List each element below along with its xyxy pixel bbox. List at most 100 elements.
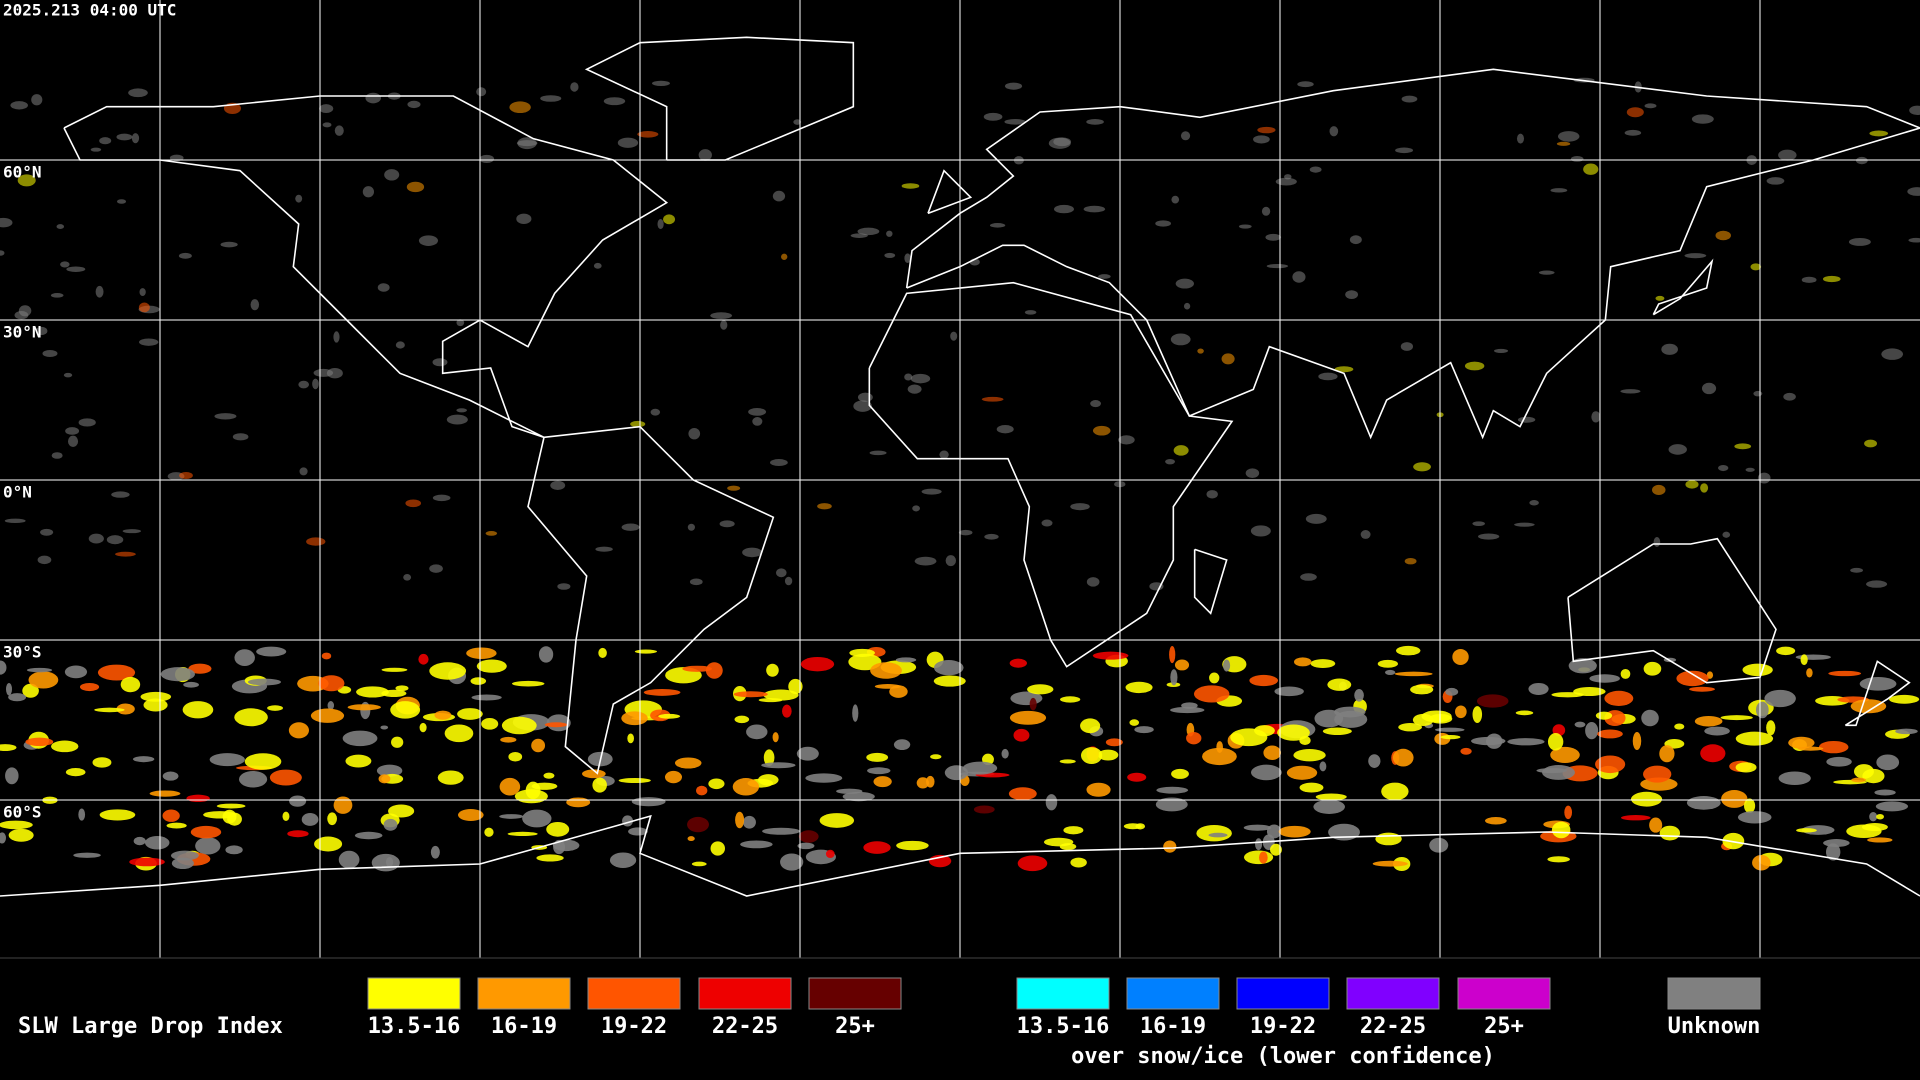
cloud-patch — [1788, 736, 1815, 749]
cloud-patch — [904, 253, 911, 264]
cloud-patch — [432, 494, 451, 502]
legend-label: Unknown — [1668, 1014, 1761, 1039]
cloud-patch — [1401, 95, 1418, 103]
cloud-patch — [115, 551, 136, 557]
cloud-patch — [593, 262, 602, 269]
cloud-patch — [1715, 230, 1731, 241]
legend-label: 22-25 — [1360, 1014, 1426, 1039]
legend-swatch — [1457, 977, 1551, 1010]
cloud-patch — [429, 564, 443, 573]
cloud-patch — [1253, 135, 1270, 144]
cloud-patch — [1753, 390, 1763, 397]
cloud-patch — [178, 252, 192, 259]
cloud-patch — [1869, 130, 1889, 137]
cloud-patch — [1620, 668, 1631, 679]
cloud-patch — [385, 856, 394, 868]
cloud-patch — [295, 194, 303, 203]
cloud-patch — [1853, 764, 1874, 779]
legend-label: 13.5-16 — [368, 1014, 461, 1039]
cloud-patch — [595, 546, 613, 552]
cloud-patch — [863, 841, 891, 854]
cloud-patch — [1171, 195, 1180, 204]
cloud-patch — [1876, 754, 1900, 771]
cloud-patch — [1170, 333, 1191, 346]
cloud-patch — [1008, 787, 1037, 801]
cloud-patch — [1570, 156, 1584, 162]
cloud-patch — [470, 677, 487, 685]
cloud-patch — [1626, 107, 1644, 118]
cloud-patch — [857, 392, 873, 402]
cloud-patch — [94, 707, 125, 713]
cloud-patch — [14, 310, 29, 320]
cloud-patch — [842, 791, 875, 802]
cloud-patch — [1297, 81, 1314, 88]
cloud-patch — [1292, 271, 1306, 283]
cloud-patch — [1125, 681, 1153, 694]
cloud-patch — [870, 662, 902, 679]
cloud-patch — [99, 809, 136, 821]
cloud-patch — [781, 253, 788, 260]
cloud-patch — [1097, 749, 1119, 761]
cloud-patch — [1266, 824, 1282, 839]
cloud-patch — [643, 688, 681, 696]
cloud-patch — [1134, 726, 1154, 734]
cloud-patch — [1048, 137, 1071, 149]
cloud-patch — [1413, 462, 1431, 472]
cloud-patch — [1574, 721, 1586, 728]
cloud-patch — [395, 341, 405, 349]
cloud-patch — [514, 789, 548, 804]
cloud-patch — [981, 396, 1004, 402]
cloud-patch — [1542, 765, 1575, 780]
cloud-patch — [313, 368, 334, 377]
cloud-patch — [0, 660, 7, 675]
cloud-patch — [552, 839, 580, 852]
cloud-patch — [1155, 797, 1188, 812]
cloud-patch — [1801, 825, 1835, 835]
cloud-patch — [66, 266, 86, 272]
cloud-patch — [762, 827, 801, 835]
cloud-patch — [456, 319, 465, 327]
cloud-patch — [1349, 235, 1362, 245]
cloud-patch — [60, 261, 70, 268]
cloud-patch — [1309, 166, 1322, 173]
cloud-patch — [788, 678, 803, 695]
cloud-patch — [1620, 815, 1651, 821]
cloud-patch — [1222, 659, 1231, 672]
cloud-patch — [1659, 745, 1675, 763]
cloud-patch — [546, 821, 570, 837]
cloud-patch — [1156, 786, 1189, 794]
cloud-patch — [116, 703, 135, 715]
cloud-patch — [238, 770, 268, 788]
cloud-patch — [333, 331, 340, 343]
cloud-patch — [1372, 860, 1408, 867]
cloud-patch — [1063, 826, 1084, 835]
legend-swatch — [1667, 977, 1761, 1010]
cloud-patch — [458, 809, 484, 821]
cloud-patch — [1043, 837, 1074, 847]
cloud-patch — [1686, 796, 1721, 810]
cloud-patch — [1745, 467, 1755, 472]
cloud-patch — [950, 331, 958, 341]
cloud-patch — [825, 849, 835, 859]
cloud-patch — [761, 762, 796, 769]
cloud-patch — [1720, 715, 1753, 721]
cloud-patch — [95, 285, 104, 298]
cloud-patch — [592, 777, 607, 793]
cloud-patch — [1551, 821, 1571, 839]
cloud-patch — [893, 739, 911, 751]
cloud-patch — [1392, 748, 1414, 767]
cloud-patch — [1009, 710, 1047, 725]
cloud-patch — [1163, 840, 1177, 853]
cloud-patch — [598, 647, 607, 658]
cloud-patch — [1735, 762, 1757, 773]
cloud-patch — [522, 809, 552, 828]
cloud-patch — [1170, 706, 1205, 714]
cloud-patch — [1797, 746, 1824, 751]
cloud-patch — [652, 80, 670, 86]
cloud-patch — [1080, 747, 1103, 764]
cloud-patch — [1440, 735, 1461, 740]
cloud-patch — [631, 797, 666, 807]
cloud-patch — [50, 293, 64, 298]
legend-title: SLW Large Drop Index — [18, 1014, 283, 1039]
